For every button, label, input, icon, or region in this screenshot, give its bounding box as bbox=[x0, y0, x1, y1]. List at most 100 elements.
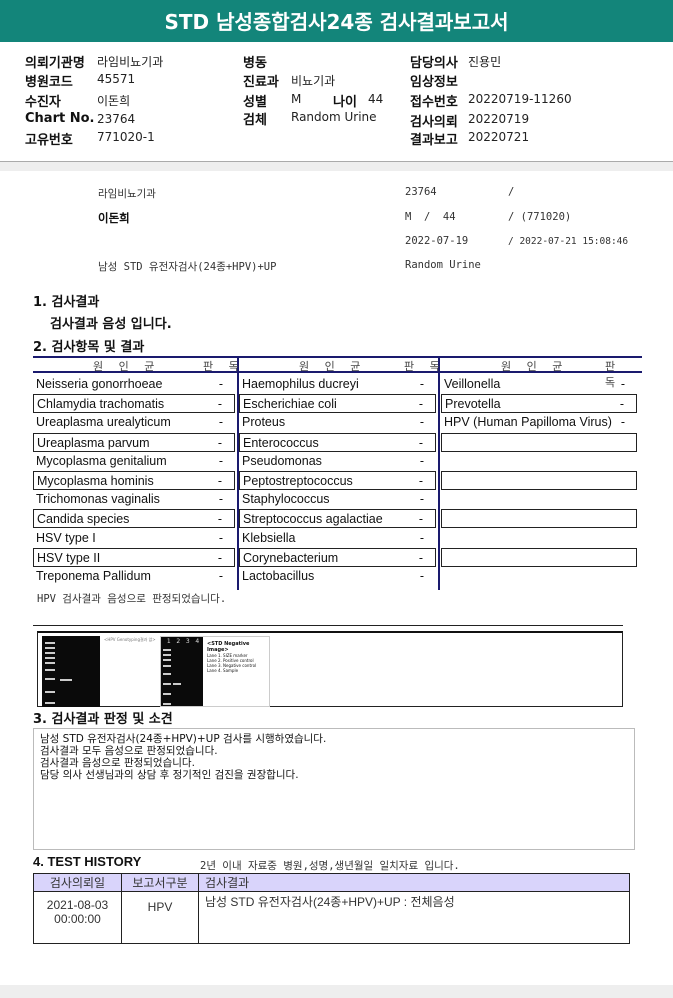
organism-name: Staphylococcus bbox=[242, 492, 330, 507]
info-label: 진료과 bbox=[243, 75, 279, 90]
summary-sep: / bbox=[508, 186, 515, 198]
section4-title: 4. TEST HISTORY bbox=[33, 854, 142, 869]
organism-name: Lactobacillus bbox=[242, 569, 315, 583]
gel-band bbox=[163, 649, 171, 651]
history-type: HPV bbox=[121, 891, 199, 944]
result-row: Candida species - bbox=[33, 509, 235, 529]
history-row: 2021-08-03 00:00:00 HPV 남성 STD 유전자검사(24종+… bbox=[33, 891, 630, 944]
lane-label: 3 bbox=[185, 638, 190, 645]
result-value: - bbox=[419, 453, 424, 468]
legend-item: Lane 1. SIZE marker bbox=[207, 653, 248, 658]
result-row bbox=[441, 529, 637, 548]
gel-band bbox=[45, 657, 55, 659]
result-value: - bbox=[419, 415, 424, 430]
gel-band bbox=[173, 683, 181, 685]
history-table: 검사의뢰일 보고서구분 검사결과 2021-08-03 00:00:00 HPV … bbox=[33, 873, 630, 944]
result-value: - bbox=[418, 435, 423, 450]
column-header: 원 인 균 bbox=[93, 360, 161, 373]
result-value: - bbox=[217, 397, 222, 412]
result-value: - bbox=[419, 569, 424, 583]
summary-sex-age: M / 44 bbox=[405, 211, 456, 223]
gel-band bbox=[163, 665, 171, 667]
std-negative-caption: <STD Negative Image> bbox=[207, 641, 250, 653]
result-row: Escherichiae coli - bbox=[239, 394, 436, 414]
info-label: 결과보고 bbox=[410, 133, 458, 148]
result-row: Streptococcus agalactiae - bbox=[239, 509, 436, 529]
summary-req-date: 2022-07-19 bbox=[405, 235, 469, 247]
lane-label: 4 bbox=[195, 638, 200, 645]
result-value: - bbox=[620, 377, 625, 391]
organism-name: Corynebacterium bbox=[243, 550, 339, 565]
organism-name: Haemophilus ducreyi bbox=[242, 377, 359, 391]
organism-name: Proteus bbox=[242, 415, 286, 430]
result-row: Trichomonas vaginalis - bbox=[33, 490, 235, 509]
result-value: - bbox=[418, 550, 423, 565]
summary-patient: 이돈희 bbox=[98, 211, 130, 225]
opinion-line: 남성 STD 유전자검사(24종+HPV)+UP 검사를 시행하였습니다. bbox=[40, 733, 327, 745]
column-divider bbox=[438, 356, 440, 590]
age-label: 나이 bbox=[333, 95, 357, 110]
lane-label: 2 bbox=[176, 638, 181, 645]
result-header: 판 독 bbox=[404, 360, 446, 373]
organism-name: Candida species bbox=[37, 512, 130, 527]
info-value: 45571 bbox=[97, 72, 136, 86]
section3-title: 3. 검사결과 판정 및 소견 bbox=[33, 712, 173, 727]
organism-name: Ureaplasma parvum bbox=[37, 435, 150, 450]
gel-band bbox=[163, 703, 171, 705]
result-row: Corynebacterium - bbox=[239, 547, 436, 567]
organism-name: Trichomonas vaginalis bbox=[36, 492, 160, 507]
age-value: 44 bbox=[368, 92, 384, 106]
report-title: STD 남성종합검사24종 검사결과보고서 bbox=[0, 0, 673, 42]
result-value: - bbox=[418, 397, 423, 412]
result-row: HPV (Human Papilloma Virus) - bbox=[441, 413, 637, 432]
organism-name: Veillonella bbox=[444, 377, 501, 391]
history-header-result: 검사결과 bbox=[198, 873, 630, 892]
result-row: Prevotella - bbox=[441, 394, 637, 414]
info-value: 23764 bbox=[97, 112, 136, 126]
organism-name: Peptostreptococcus bbox=[243, 474, 353, 488]
history-note: 2년 이내 자료중 병원,성명,생년월일 일치자료 입니다. bbox=[200, 860, 460, 872]
gel-band bbox=[45, 702, 55, 704]
section2-title: 2. 검사항목 및 결과 bbox=[33, 340, 145, 355]
divider bbox=[0, 161, 673, 171]
result-row: Klebsiella - bbox=[239, 529, 436, 548]
result-value: - bbox=[418, 474, 423, 488]
info-value: M bbox=[291, 92, 302, 106]
summary-test: 남성 STD 유전자검사(24종+HPV)+UP bbox=[98, 261, 277, 273]
result-value: - bbox=[218, 415, 223, 430]
hpv-note: HPV 검사결과 음성으로 판정되었습니다. bbox=[37, 593, 227, 605]
info-label: 검체 bbox=[243, 113, 267, 128]
organism-name: Ureaplasma urealyticum bbox=[36, 415, 171, 430]
result-row: Chlamydia trachomatis - bbox=[33, 394, 235, 414]
legend-item: Lane 2. Positive control bbox=[207, 658, 254, 663]
result-value: - bbox=[218, 453, 223, 468]
result-value: - bbox=[217, 435, 222, 450]
result-row: Mycoplasma hominis - bbox=[33, 471, 235, 490]
result-row: Proteus - bbox=[239, 413, 436, 432]
gel-band bbox=[45, 647, 55, 649]
result-row: Peptostreptococcus - bbox=[239, 471, 436, 490]
info-label: 수진자 bbox=[25, 95, 61, 110]
info-label: 병원코드 bbox=[25, 75, 73, 90]
info-value: 진용민 bbox=[468, 55, 502, 69]
opinion-line: 검사결과 모두 음성으로 판정되었습니다. bbox=[40, 745, 218, 757]
history-date: 2021-08-03 bbox=[46, 898, 109, 912]
result-header: 판 독 bbox=[605, 360, 622, 389]
organism-name: Mycoplasma hominis bbox=[37, 474, 154, 488]
legend-item: Lane 3. Negative control bbox=[207, 663, 257, 668]
history-result: 남성 STD 유전자검사(24종+HPV)+UP : 전체음성 bbox=[198, 891, 630, 944]
info-value: 20220719-11260 bbox=[468, 92, 572, 106]
gel-band bbox=[45, 691, 55, 693]
result-value: - bbox=[619, 397, 624, 412]
result-row: HSV type I - bbox=[33, 529, 235, 548]
summary-chart: 23764 bbox=[405, 186, 437, 198]
history-header-type: 보고서구분 bbox=[121, 873, 199, 892]
info-value: 비뇨기과 bbox=[291, 74, 336, 88]
result-row bbox=[441, 432, 637, 452]
result-value: - bbox=[218, 530, 223, 545]
gel-band bbox=[163, 693, 171, 695]
history-time: 00:00:00 bbox=[54, 912, 101, 926]
summary-report-datetime: / 2022-07-21 15:08:46 bbox=[508, 236, 629, 247]
